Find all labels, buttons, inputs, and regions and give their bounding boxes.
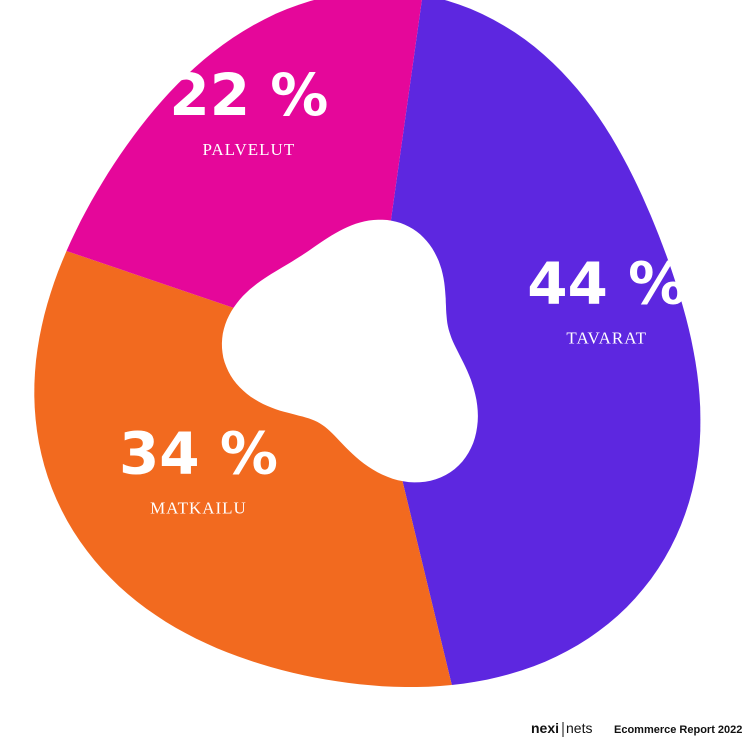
value-label: 44 % [527, 250, 686, 318]
credit: Ecommerce Report 2022 [614, 724, 742, 736]
slice [372, 0, 701, 685]
logo-nets: nets [566, 720, 592, 736]
category-label: PALVELUT [203, 140, 296, 159]
category-label: MATKAILU [150, 498, 247, 517]
value-label: 22 % [169, 61, 328, 129]
category-label: TAVARAT [566, 329, 647, 348]
donut-hole [221, 219, 478, 483]
logo-nexi: nexi [531, 720, 559, 736]
value-label: 34 % [119, 419, 278, 487]
footer: nexi nets Ecommerce Report 2022 [531, 720, 742, 737]
